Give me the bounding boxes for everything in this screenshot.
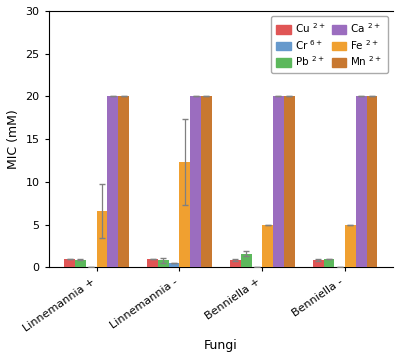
Bar (190, 97, 201, 267)
Bar (118, 97, 129, 267)
Bar (230, 260, 241, 267)
Bar (180, 162, 190, 267)
Bar (97, 211, 107, 267)
Y-axis label: MIC (mM): MIC (mM) (7, 109, 20, 169)
Bar (75, 260, 86, 267)
Bar (169, 264, 180, 267)
Bar (356, 97, 367, 267)
Legend: Cu $^{2+}$, Cr $^{6+}$, Pb $^{2+}$, Ca $^{2+}$, Fe $^{2+}$, Mn $^{2+}$: Cu $^{2+}$, Cr $^{6+}$, Pb $^{2+}$, Ca $… (271, 16, 388, 73)
Bar (367, 97, 378, 267)
Bar (313, 260, 324, 267)
Bar (158, 261, 169, 267)
Bar (201, 97, 212, 267)
Bar (107, 97, 118, 267)
Bar (147, 259, 158, 267)
Bar (64, 259, 75, 267)
Bar (262, 225, 273, 267)
X-axis label: Fungi: Fungi (204, 339, 238, 352)
Bar (273, 97, 284, 267)
Bar (345, 225, 356, 267)
Bar (241, 254, 252, 267)
Bar (284, 97, 294, 267)
Bar (324, 259, 334, 267)
